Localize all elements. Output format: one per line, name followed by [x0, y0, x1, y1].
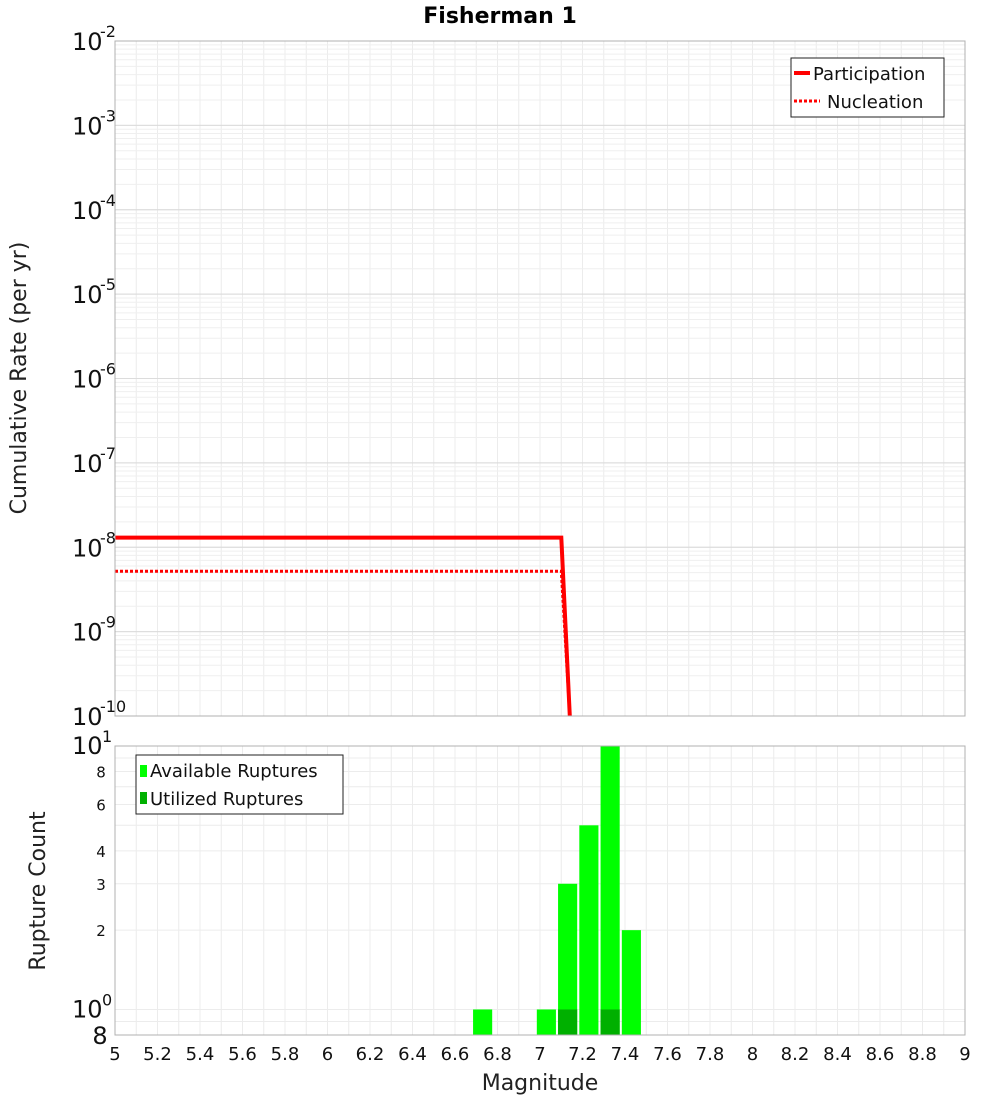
- y-tick-label-base: 10: [72, 28, 103, 56]
- x-tick-label: 5: [109, 1044, 120, 1065]
- y-tick-label-base: 10: [72, 619, 103, 647]
- legend-available-label: Available Ruptures: [150, 761, 318, 782]
- available-ruptures-bar: [536, 1009, 556, 1035]
- chart-title: Fisherman 1: [423, 4, 577, 29]
- y-tick-label-exponent: -3: [100, 106, 116, 125]
- y-tick-label-base: 10: [72, 450, 103, 478]
- count-y-tick-label: 6: [96, 796, 106, 814]
- available-ruptures-bar: [473, 1009, 493, 1035]
- y-tick-label-base: 10: [72, 197, 103, 225]
- count-y-tick-label-base: 10: [72, 732, 103, 760]
- rate-legend: Participation Nucleation: [790, 57, 945, 118]
- count-y-tick-label-min: 8: [92, 1022, 107, 1050]
- count-y-tick-label-exponent: 0: [102, 990, 112, 1009]
- available-ruptures-bar: [600, 746, 620, 1035]
- nucleation-line: [115, 569, 572, 717]
- y-tick-label-base: 10: [72, 534, 103, 562]
- legend-participation-label: Participation: [813, 64, 925, 85]
- count-y-tick-label-base: 10: [72, 995, 103, 1023]
- legend-utilized-label: Utilized Ruptures: [150, 789, 303, 810]
- y-tick-label-exponent: -10: [100, 697, 126, 716]
- x-tick-label: 7.8: [696, 1044, 725, 1065]
- y-tick-label-base: 10: [72, 703, 103, 731]
- utilized-ruptures-bar: [558, 1009, 578, 1035]
- x-tick-label: 7.6: [653, 1044, 682, 1065]
- x-tick-label: 9: [959, 1044, 970, 1065]
- x-axis-label: Magnitude: [482, 1071, 599, 1096]
- available-ruptures-bar: [579, 825, 599, 1035]
- available-ruptures-bar: [558, 883, 578, 1035]
- x-tick-label: 6.8: [483, 1044, 512, 1065]
- rate-y-axis-label: Cumulative Rate (per yr): [7, 242, 32, 515]
- x-tick-label: 5.2: [143, 1044, 172, 1065]
- y-tick-label-exponent: -2: [100, 22, 116, 41]
- x-tick-label: 6.2: [356, 1044, 385, 1065]
- available-ruptures-bar: [621, 930, 641, 1035]
- x-tick-label: 5.4: [186, 1044, 215, 1065]
- legend-utilized-swatch: [140, 792, 147, 804]
- y-tick-label-base: 10: [72, 366, 103, 394]
- legend-nucleation-label: Nucleation: [827, 92, 923, 113]
- x-tick-label: 8.4: [823, 1044, 852, 1065]
- y-tick-label-exponent: -7: [100, 444, 116, 463]
- x-tick-label: 8.2: [781, 1044, 810, 1065]
- count-legend: Available Ruptures Utilized Ruptures: [135, 754, 344, 815]
- rate-panel: 10-210-310-410-510-610-710-810-910-10 Cu…: [7, 22, 966, 731]
- x-tick-label: 5.6: [228, 1044, 257, 1065]
- count-y-tick-label: 4: [96, 843, 106, 861]
- x-tick-label: 7.4: [611, 1044, 640, 1065]
- legend-available-swatch: [140, 765, 147, 777]
- x-tick-label: 8.6: [866, 1044, 895, 1065]
- y-tick-label-exponent: -5: [100, 275, 116, 294]
- count-y-tick-label: 8: [96, 764, 106, 782]
- y-tick-label-base: 10: [72, 281, 103, 309]
- x-tick-label: 7: [534, 1044, 545, 1065]
- y-tick-label-base: 10: [72, 112, 103, 140]
- count-y-tick-label-exponent: 1: [102, 727, 112, 746]
- y-tick-label-exponent: -9: [100, 613, 116, 632]
- count-y-axis-label: Rupture Count: [26, 811, 51, 971]
- x-tick-label: 6.4: [398, 1044, 427, 1065]
- y-tick-label-exponent: -6: [100, 360, 116, 379]
- x-tick-label: 6.6: [441, 1044, 470, 1065]
- x-tick-label: 8.8: [908, 1044, 937, 1065]
- x-tick-label: 6: [322, 1044, 333, 1065]
- x-tick-label: 7.2: [568, 1044, 597, 1065]
- x-tick-label: 5.8: [271, 1044, 300, 1065]
- y-tick-label-exponent: -4: [100, 191, 116, 210]
- x-tick-label: 8: [747, 1044, 758, 1065]
- y-tick-label-exponent: -8: [100, 528, 116, 547]
- count-y-tick-label: 3: [96, 876, 106, 894]
- count-y-tick-label: 2: [96, 922, 106, 940]
- utilized-ruptures-bar: [600, 1009, 620, 1035]
